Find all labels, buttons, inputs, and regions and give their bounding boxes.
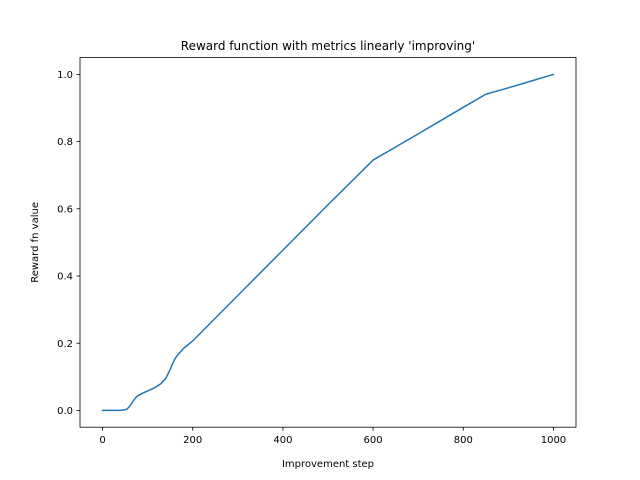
y-tick-label: 0.4 [57, 272, 73, 283]
y-tick-label: 0.8 [57, 137, 73, 148]
x-tick-label: 800 [454, 435, 473, 446]
x-axis-label: Improvement step [282, 459, 374, 470]
y-tick-label: 0.0 [57, 406, 73, 417]
x-tick-label: 200 [183, 435, 202, 446]
y-axis-label: Reward fn value [30, 202, 41, 283]
series-layer [101, 73, 555, 412]
chart-title: Reward function with metrics linearly 'i… [181, 39, 475, 53]
y-tick-label: 1.0 [57, 70, 73, 81]
y-tick-label: 0.6 [57, 204, 73, 215]
series-line [101, 73, 555, 412]
x-tick-label: 1000 [541, 435, 566, 446]
plot-area-frame [79, 57, 577, 428]
x-tick-label: 0 [99, 435, 105, 446]
x-tick-label: 600 [364, 435, 383, 446]
y-tick-label: 0.2 [57, 339, 73, 350]
ticks-layer: 0 200 400 600 800 1000 0.0 0.2 0.4 0.6 0.8 1.0 [57, 70, 566, 446]
x-tick-label: 400 [273, 435, 292, 446]
